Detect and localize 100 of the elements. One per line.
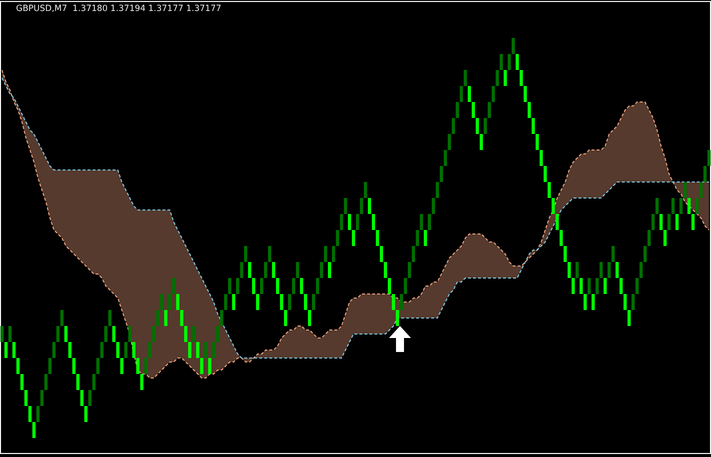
- candlestick: [284, 310, 288, 326]
- candlestick: [667, 214, 671, 230]
- candlestick: [224, 294, 228, 310]
- candlestick: [524, 86, 527, 102]
- candlestick: [484, 118, 487, 134]
- candlestick: [156, 310, 160, 326]
- candlestick: [128, 326, 132, 342]
- candlestick: [228, 278, 232, 294]
- candlestick: [144, 358, 148, 374]
- candlestick: [108, 310, 112, 326]
- candlestick: [248, 262, 252, 278]
- candlestick: [64, 326, 68, 342]
- candlestick: [208, 358, 212, 374]
- candlestick: [288, 294, 292, 310]
- candlestick: [444, 150, 447, 166]
- candlestick: [464, 70, 467, 86]
- candlestick: [176, 294, 180, 310]
- candlestick: [348, 214, 352, 230]
- candlestick: [468, 86, 471, 102]
- candlestick: [707, 150, 711, 166]
- candlestick: [308, 310, 312, 326]
- candlestick: [516, 54, 519, 70]
- candlestick: [120, 358, 124, 374]
- candlestick: [552, 198, 555, 214]
- candlestick: [244, 246, 248, 262]
- candlestick: [340, 214, 344, 230]
- candlestick: [40, 390, 44, 406]
- candlestick: [636, 278, 639, 294]
- candlestick: [268, 246, 272, 262]
- candlestick: [324, 246, 328, 262]
- candlestick: [604, 278, 607, 294]
- candlestick: [28, 406, 32, 422]
- candlestick: [536, 134, 539, 150]
- candlestick: [212, 342, 216, 358]
- candlestick: [548, 182, 551, 198]
- candlestick: [528, 102, 531, 118]
- candlestick: [584, 294, 587, 310]
- candlestick: [180, 310, 184, 326]
- candlestick: [148, 342, 152, 358]
- candlestick: [72, 358, 76, 374]
- candlestick: [687, 198, 691, 214]
- candlestick: [699, 182, 703, 198]
- candlestick: [240, 262, 244, 278]
- candlestick: [256, 294, 260, 310]
- candlestick: [683, 182, 687, 198]
- candlestick: [84, 406, 88, 422]
- candlestick: [188, 342, 192, 358]
- candlestick: [480, 134, 483, 150]
- candlestick: [272, 262, 276, 278]
- candlestick: [140, 374, 144, 390]
- candlestick: [12, 342, 16, 358]
- candlestick: [675, 214, 679, 230]
- candlestick: [472, 102, 475, 118]
- candlestick: [60, 310, 64, 326]
- candlestick: [316, 278, 320, 294]
- candlestick: [412, 246, 416, 262]
- candlestick: [703, 166, 707, 182]
- candlestick: [20, 374, 24, 390]
- candlestick: [616, 262, 619, 278]
- candlestick: [4, 342, 8, 358]
- candlestick: [424, 230, 427, 246]
- candlestick: [384, 262, 388, 278]
- candlestick: [512, 38, 515, 54]
- candlestick: [580, 278, 583, 294]
- candlestick: [364, 182, 368, 198]
- candlestick: [592, 294, 595, 310]
- candlestick: [404, 278, 408, 294]
- candlestick: [691, 214, 695, 230]
- candlestick: [408, 262, 412, 278]
- candlestick: [312, 294, 316, 310]
- candlestick: [396, 310, 400, 326]
- candlestick: [540, 150, 543, 166]
- candlestick: [643, 246, 647, 262]
- candlestick: [380, 246, 384, 262]
- candlestick: [44, 374, 48, 390]
- candlestick: [544, 166, 547, 182]
- candlestick: [420, 214, 424, 230]
- candlestick: [260, 278, 264, 294]
- candlestick: [504, 70, 507, 86]
- candlestick: [663, 230, 667, 246]
- candlestick: [440, 166, 443, 182]
- candlestick: [432, 198, 435, 214]
- candlestick: [452, 118, 455, 134]
- candlestick: [659, 214, 663, 230]
- candlestick: [264, 262, 268, 278]
- candlestick: [352, 230, 356, 246]
- candlestick: [632, 294, 635, 310]
- candlestick: [492, 86, 495, 102]
- candlestick: [564, 246, 567, 262]
- candlestick: [500, 54, 503, 70]
- candlestick: [600, 262, 603, 278]
- candlestick: [280, 294, 284, 310]
- candlestick: [164, 310, 168, 326]
- candlestick: [252, 278, 256, 294]
- candlestick: [116, 342, 120, 358]
- candlestick: [100, 342, 104, 358]
- candlestick: [152, 326, 156, 342]
- candlestick: [436, 182, 439, 198]
- candlestick: [168, 294, 172, 310]
- candlestick: [344, 198, 348, 214]
